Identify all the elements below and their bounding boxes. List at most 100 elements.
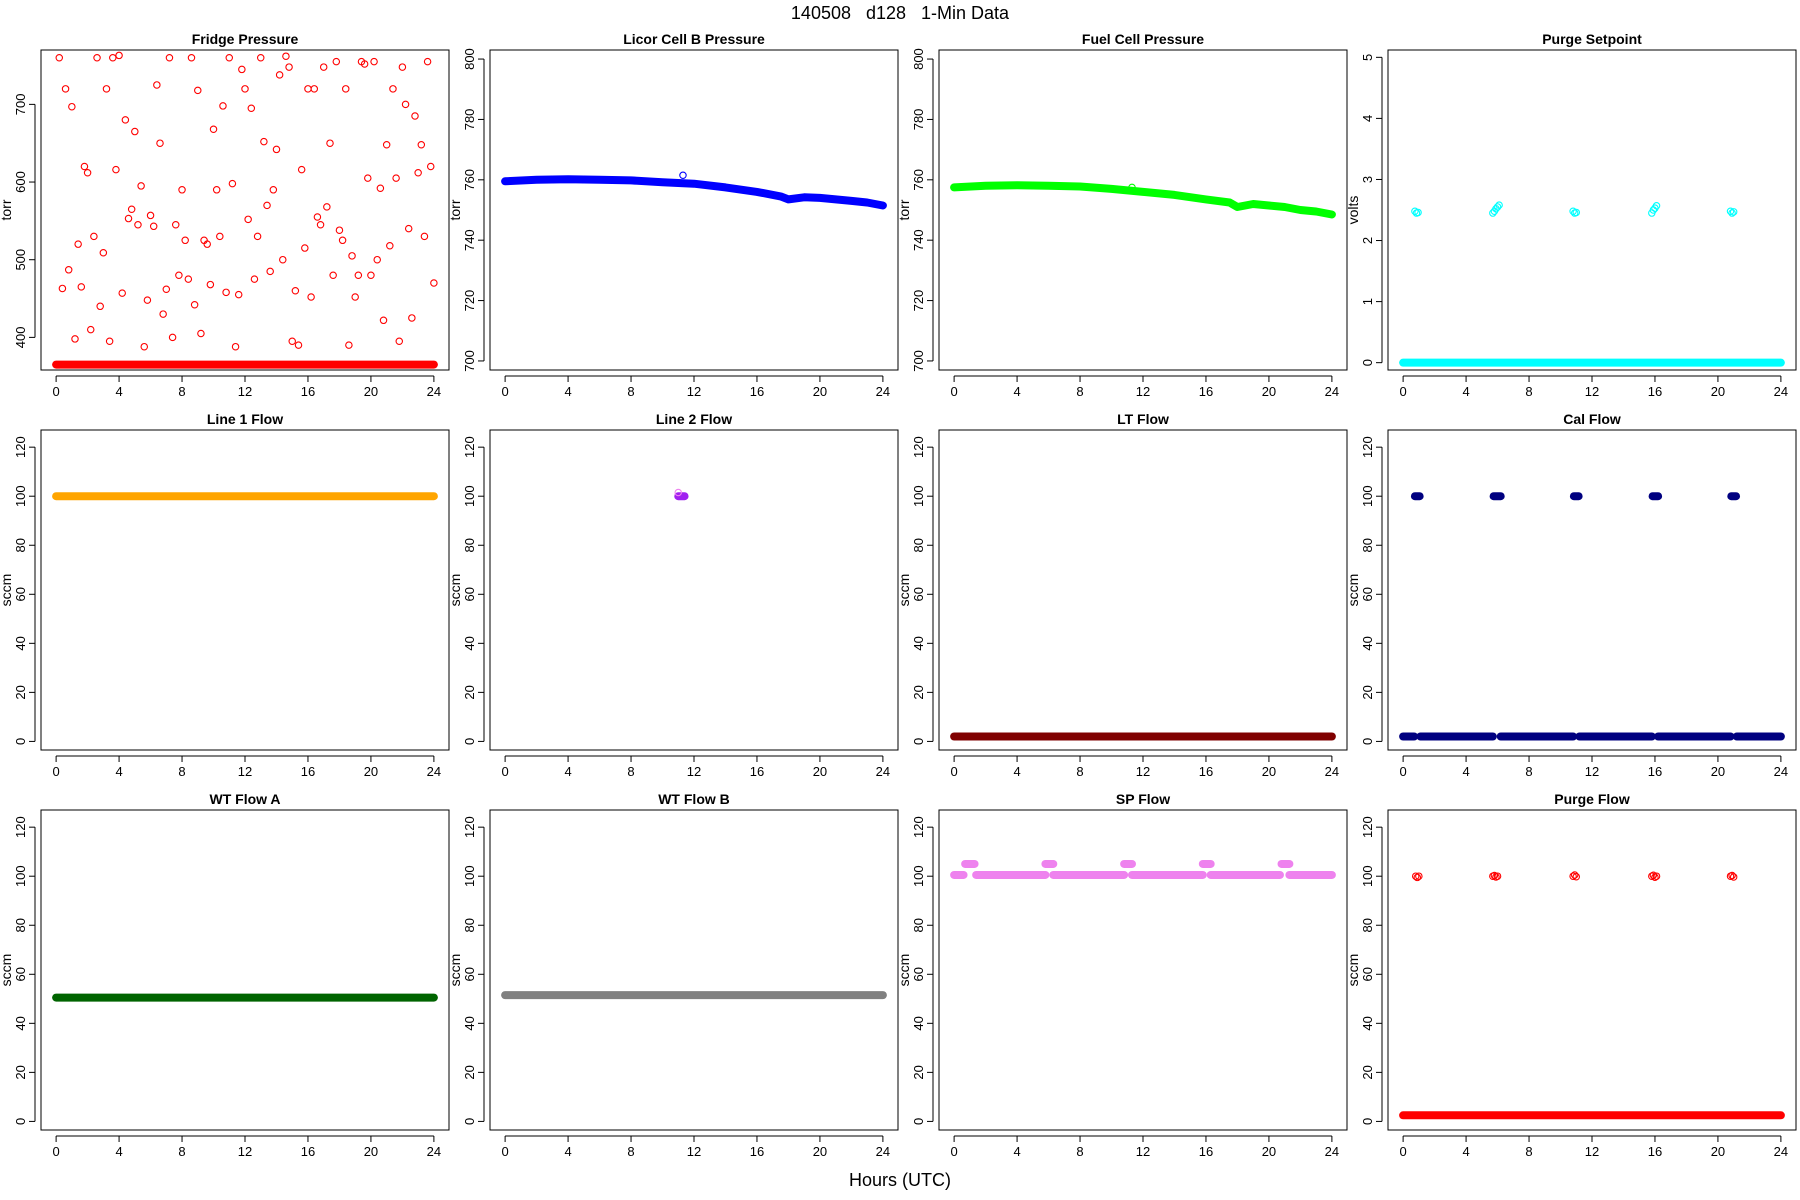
y-tick-label: 800: [911, 48, 926, 70]
y-axis-label: torr: [0, 199, 14, 220]
plot-frame: [1387, 49, 1797, 371]
data-point: [382, 141, 391, 149]
x-tick-label: 20: [813, 1144, 827, 1159]
data-point: [159, 310, 167, 318]
plot-frame: [938, 49, 1348, 371]
data-layer: [1399, 871, 1785, 1120]
y-tick-label: 120: [911, 816, 926, 838]
panel-title: Fuel Cell Pressure: [1082, 31, 1204, 47]
x-tick-label: 0: [950, 764, 957, 779]
data-point: [411, 112, 419, 120]
data-point: [1495, 201, 1503, 209]
x-tick-label: 12: [238, 764, 252, 779]
x-tick-label: 16: [1199, 384, 1213, 399]
y-tick-label: 0: [1360, 1118, 1375, 1125]
data-layer: [674, 488, 689, 501]
y-axis-label: sccm: [0, 954, 14, 987]
plot-frame: [40, 49, 450, 371]
data-point: [1490, 871, 1499, 880]
y-tick-label: 0: [13, 738, 28, 745]
data-point: [426, 162, 435, 171]
x-tick-label: 12: [1585, 1144, 1599, 1159]
data-point: [1493, 872, 1502, 880]
data-point: [231, 342, 240, 351]
x-tick-label: 8: [627, 1144, 634, 1159]
data-point: [171, 221, 180, 229]
plot-frame: [938, 429, 1348, 751]
x-tick-label: 12: [238, 384, 252, 399]
x-tick-label: 24: [876, 384, 890, 399]
data-point: [96, 302, 104, 311]
data-point: [326, 139, 334, 147]
x-tick-label: 12: [1136, 764, 1150, 779]
y-tick-label: 720: [462, 290, 477, 312]
data-layer: [950, 181, 1336, 219]
x-tick-label: 12: [1136, 384, 1150, 399]
y-tick-label: 100: [462, 865, 477, 887]
x-tick-label: 4: [115, 1144, 122, 1159]
x-tick-label: 24: [1325, 764, 1339, 779]
panel-title: Purge Setpoint: [1542, 31, 1642, 47]
data-point: [146, 211, 155, 220]
x-tick-label: 12: [238, 1144, 252, 1159]
data-point: [197, 329, 205, 338]
x-tick-label: 0: [1399, 384, 1406, 399]
data-point: [417, 141, 426, 149]
y-tick-label: 80: [911, 918, 926, 932]
data-point: [162, 285, 171, 293]
data-point: [109, 54, 117, 62]
data-point: [338, 236, 347, 245]
y-tick-label: 400: [13, 327, 28, 349]
data-point: [392, 174, 400, 182]
y-tick-label: 4: [1360, 115, 1375, 122]
y-tick-label: 700: [462, 350, 477, 372]
data-point: [335, 226, 344, 234]
y-tick-label: 20: [462, 1065, 477, 1079]
data-point: [1651, 873, 1659, 881]
y-tick-label: 80: [911, 538, 926, 552]
data-point: [345, 341, 353, 349]
y-tick-label: 760: [462, 169, 477, 191]
y-tick-label: 20: [1360, 685, 1375, 699]
data-point: [272, 145, 281, 154]
data-point: [121, 116, 130, 124]
data-point: [143, 296, 152, 304]
x-tick-label: 0: [52, 1144, 59, 1159]
x-tick-label: 4: [1462, 764, 1469, 779]
panel-title: LT Flow: [1117, 411, 1169, 427]
x-tick-label: 16: [1199, 1144, 1213, 1159]
data-point: [260, 137, 268, 146]
data-point: [389, 85, 397, 93]
y-tick-label: 20: [13, 1065, 28, 1079]
data-point: [348, 252, 356, 260]
x-tick-label: 0: [501, 764, 508, 779]
x-tick-label: 0: [52, 764, 59, 779]
x-tick-label: 20: [364, 384, 378, 399]
data-point: [216, 232, 224, 241]
data-point: [275, 71, 284, 79]
data-point: [190, 301, 199, 309]
y-tick-label: 740: [911, 229, 926, 251]
y-axis-label: sccm: [1345, 954, 1361, 987]
data-point: [250, 275, 259, 283]
data-point: [398, 63, 407, 71]
panel-6: Line 2 Flow sccm 0 4 8 12 16 20 24 0 20 40 60 80 100 12…: [447, 411, 899, 779]
y-tick-label: 20: [911, 685, 926, 699]
x-tick-label: 12: [1585, 384, 1599, 399]
data-point: [102, 85, 111, 93]
data-point: [203, 240, 211, 248]
y-tick-label: 40: [13, 636, 28, 650]
data-series-line: [950, 181, 1336, 219]
y-axis-label: sccm: [1345, 574, 1361, 607]
data-point: [137, 182, 145, 190]
data-point: [90, 232, 98, 241]
x-tick-label: 16: [750, 1144, 764, 1159]
data-point: [351, 293, 359, 301]
x-tick-label: 8: [1076, 384, 1083, 399]
y-tick-label: 40: [911, 1016, 926, 1030]
data-point: [379, 316, 388, 325]
panel-title: WT Flow B: [658, 791, 730, 807]
data-point: [1648, 872, 1656, 880]
data-point: [238, 65, 246, 74]
data-point: [99, 248, 108, 257]
